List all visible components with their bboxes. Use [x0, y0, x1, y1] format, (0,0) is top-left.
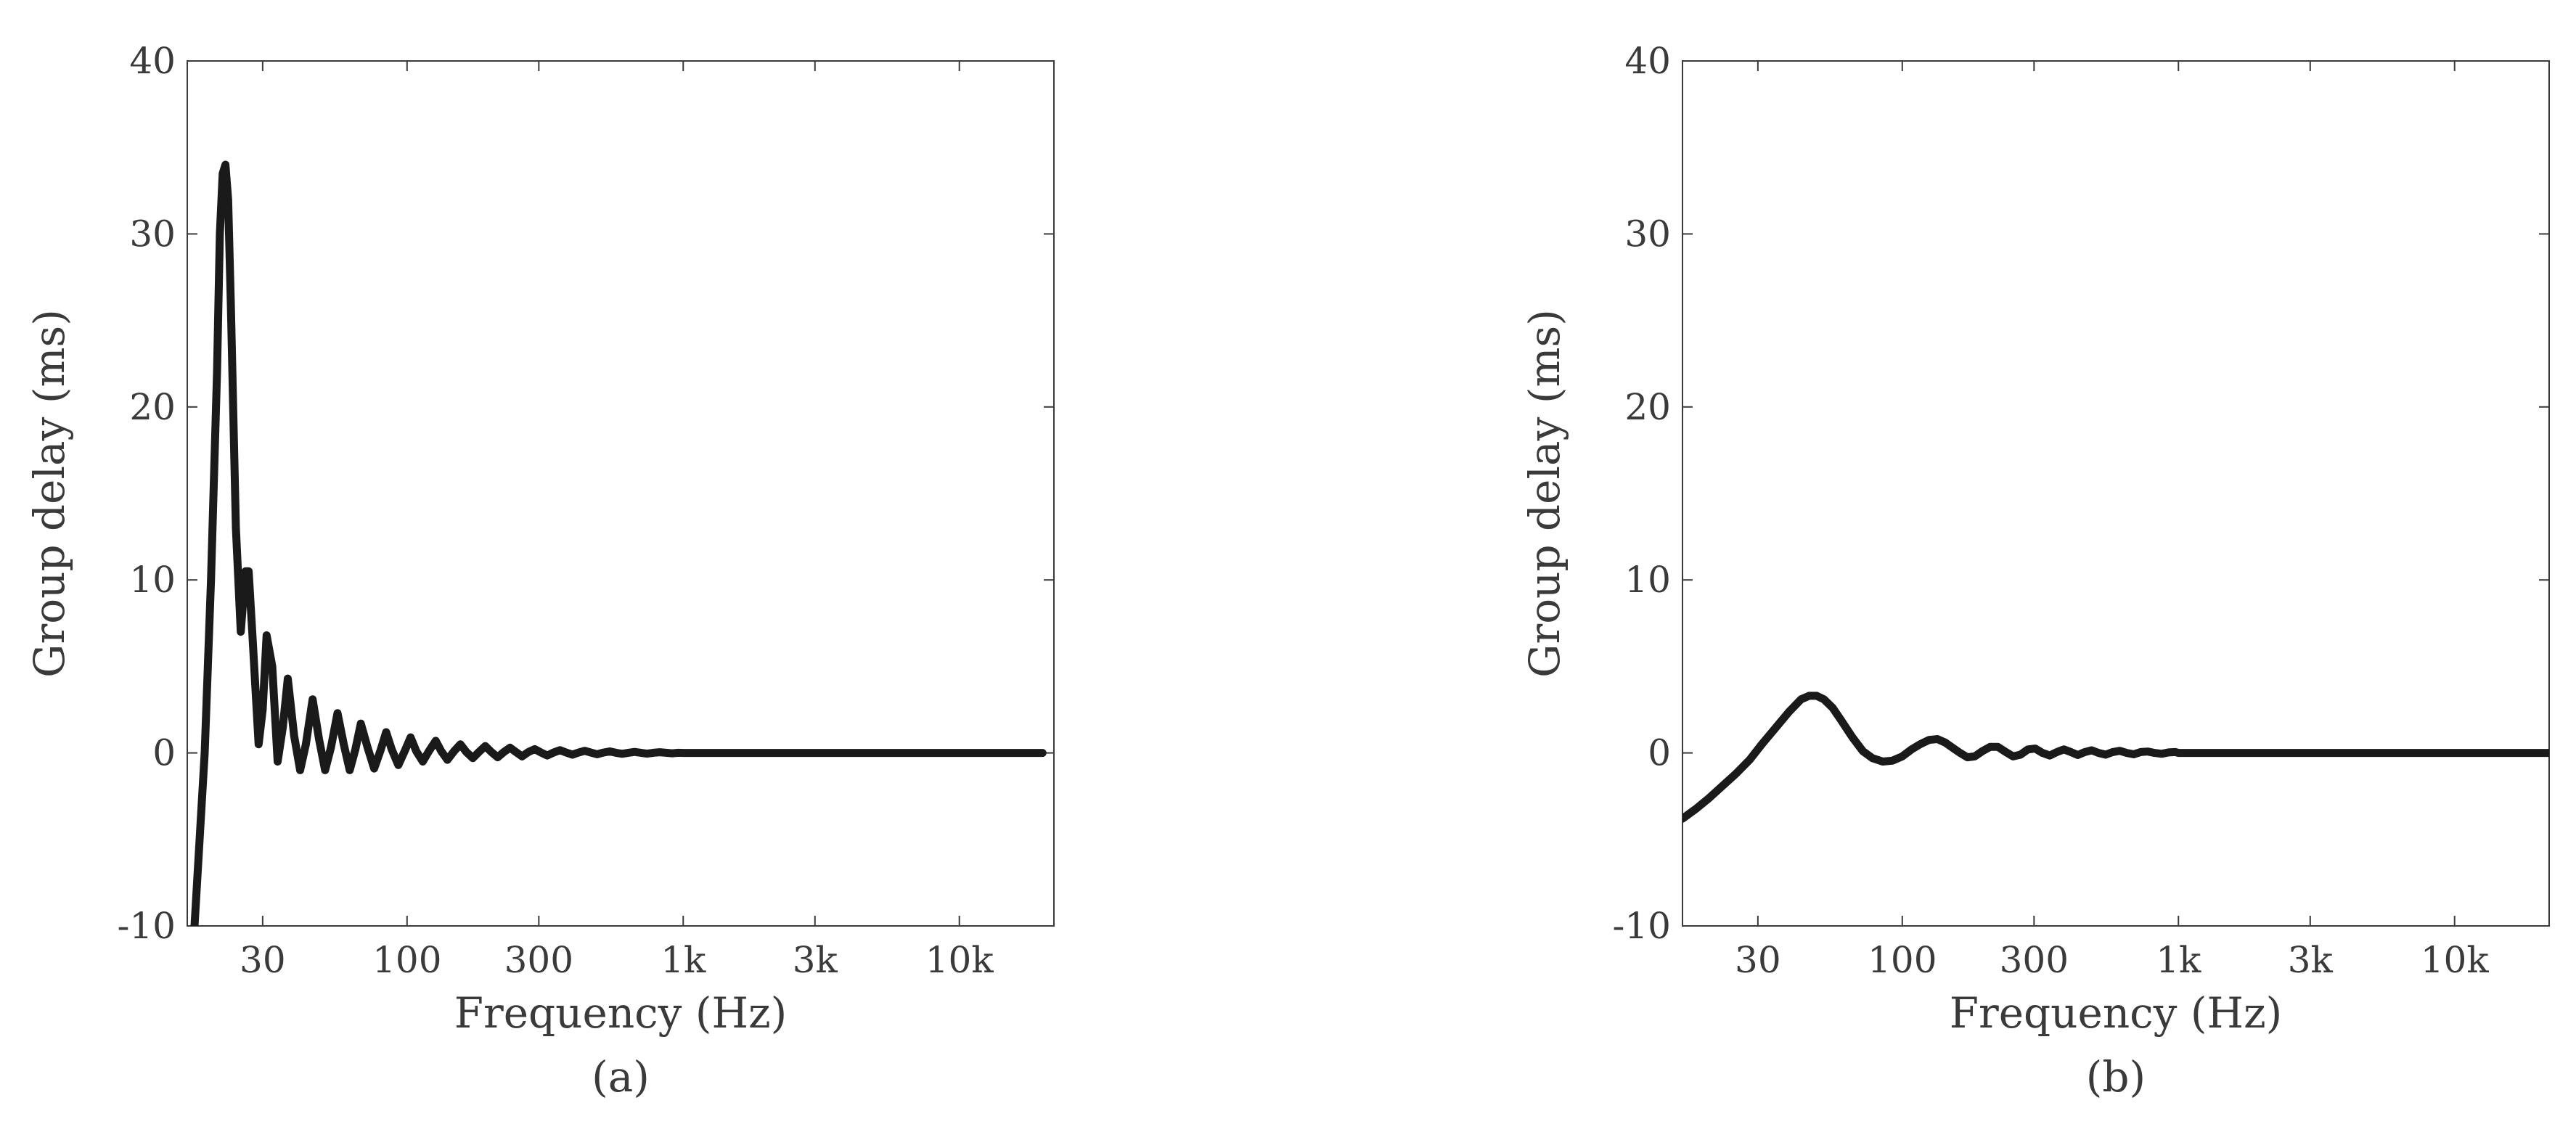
series-line [1682, 692, 2549, 823]
panel-a: 30 100 300 1k 3k 10k -10 0 10 20 30 40 Frequency (Hz… [25, 40, 1055, 1102]
y-tick-label: 20 [129, 386, 176, 428]
x-tick-label: 1k [661, 939, 706, 981]
y-tick-label: -10 [1612, 905, 1671, 947]
y-axis-title: Group delay (ms) [25, 309, 74, 678]
y-tick-label: 0 [1648, 732, 1671, 774]
x-tick-label: 100 [1868, 939, 1937, 981]
x-tick-label: 1k [2156, 939, 2201, 981]
x-tick-label: 30 [240, 939, 286, 981]
y-tick-label: -10 [117, 905, 176, 947]
y-tick-label: 10 [129, 559, 176, 601]
y-tick-label: 30 [1624, 213, 1671, 255]
x-tick-label: 10k [2421, 939, 2490, 981]
panel-label: (a) [592, 1052, 650, 1102]
x-tick-label: 3k [793, 939, 838, 981]
panel-label: (b) [2086, 1052, 2146, 1102]
y-tick-label: 20 [1624, 386, 1671, 428]
series-line [190, 160, 1047, 926]
x-tick-label: 300 [504, 939, 573, 981]
x-axis-title: Frequency (Hz) [1950, 988, 2283, 1038]
plot-frame [1682, 60, 2550, 927]
y-tick-label: 10 [1624, 559, 1671, 601]
panel-b: 30 100 300 1k 3k 10k -10 0 10 20 30 40 Frequency (Hz… [1520, 40, 2550, 1102]
y-tick-label: 30 [129, 213, 176, 255]
plot-frame [187, 60, 1055, 927]
x-tick-label: 30 [1735, 939, 1781, 981]
y-tick-label: 0 [152, 732, 176, 774]
x-tick-label: 300 [2000, 939, 2069, 981]
x-tick-label: 3k [2288, 939, 2334, 981]
x-tick-label: 100 [372, 939, 441, 981]
y-axis-title: Group delay (ms) [1520, 309, 1569, 678]
x-axis-title: Frequency (Hz) [454, 988, 788, 1038]
y-tick-label: 40 [1624, 40, 1671, 82]
x-tick-label: 10k [925, 939, 994, 981]
y-tick-label: 40 [129, 40, 176, 82]
